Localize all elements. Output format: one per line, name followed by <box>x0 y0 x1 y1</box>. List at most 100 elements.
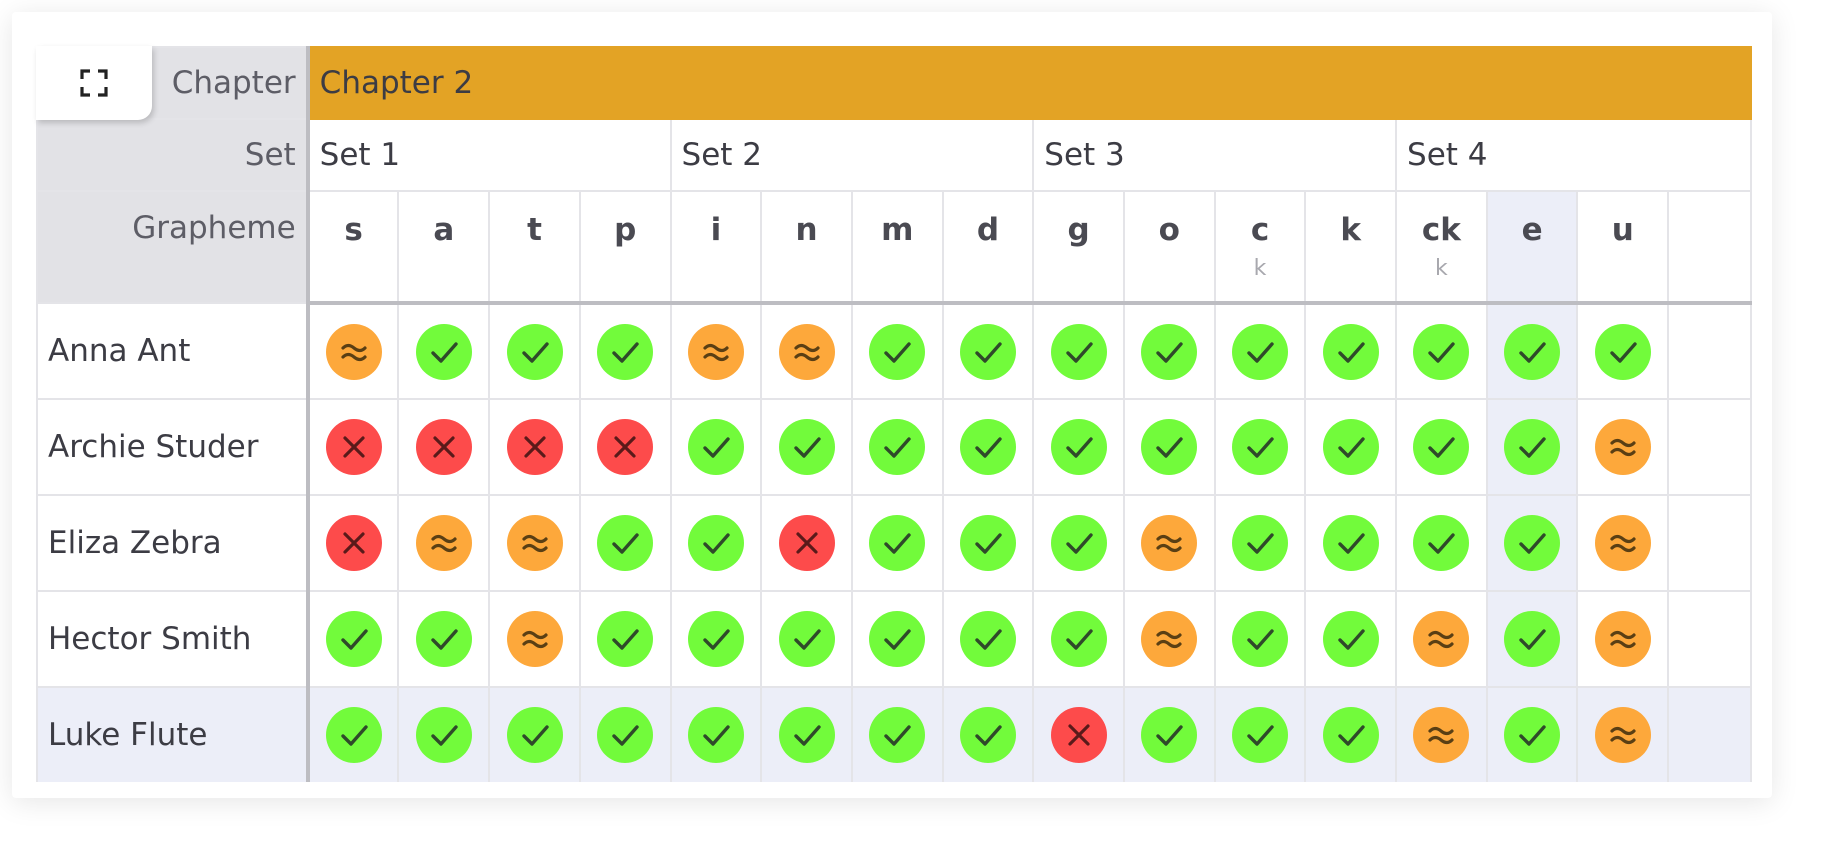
set-header[interactable]: Set 4 <box>1395 118 1752 192</box>
grapheme-header[interactable]: i <box>669 190 763 305</box>
mark-cell[interactable] <box>850 302 944 400</box>
fullscreen-button[interactable] <box>36 46 152 120</box>
mark-cell[interactable] <box>1485 302 1579 400</box>
mark-cell[interactable] <box>1213 302 1307 400</box>
mark-cell[interactable] <box>850 590 944 688</box>
mark-cell[interactable] <box>1667 302 1752 400</box>
mark-cell[interactable] <box>1122 686 1216 782</box>
mark-cell[interactable] <box>1395 590 1488 688</box>
mark-cell[interactable] <box>760 686 853 782</box>
mark-cell[interactable] <box>1032 398 1125 496</box>
student-name[interactable]: Hector Smith <box>36 590 310 688</box>
mark-cell[interactable] <box>578 302 672 400</box>
mark-cell[interactable] <box>669 302 763 400</box>
mark-cell[interactable] <box>306 686 400 782</box>
mark-cell[interactable] <box>1213 686 1307 782</box>
mark-cell[interactable] <box>397 590 491 688</box>
mark-cell[interactable] <box>760 398 853 496</box>
mark-cell[interactable] <box>1485 590 1579 688</box>
mark-cell[interactable] <box>1576 302 1670 400</box>
mark-cell[interactable] <box>1213 494 1307 592</box>
grapheme-header[interactable] <box>1667 190 1752 305</box>
grapheme-header[interactable]: t <box>488 190 581 305</box>
mark-cell[interactable] <box>1395 398 1488 496</box>
mark-cell[interactable] <box>397 686 491 782</box>
mark-cell[interactable] <box>1576 494 1670 592</box>
mark-cell[interactable] <box>578 398 672 496</box>
mark-cell[interactable] <box>397 398 491 496</box>
student-name[interactable]: Archie Studer <box>36 398 310 496</box>
mark-cell[interactable] <box>1213 398 1307 496</box>
mark-cell[interactable] <box>306 398 400 496</box>
mark-cell[interactable] <box>488 302 581 400</box>
grapheme-header[interactable]: k <box>1304 190 1398 305</box>
grapheme-header[interactable]: ck k <box>1395 190 1488 305</box>
mark-cell[interactable] <box>306 494 400 592</box>
chapter-name[interactable]: Chapter 2 <box>306 46 1752 120</box>
set-header[interactable]: Set 3 <box>1032 118 1398 192</box>
mark-cell[interactable] <box>306 302 400 400</box>
grapheme-header[interactable]: o <box>1122 190 1216 305</box>
mark-cell[interactable] <box>488 590 581 688</box>
mark-cell[interactable] <box>1667 398 1752 496</box>
set-header[interactable]: Set 2 <box>669 118 1035 192</box>
mark-cell[interactable] <box>941 590 1035 688</box>
grid-viewport[interactable]: Chapter Chapter 2 Set Set 1 Set 2 Set 3 Set… <box>36 46 1752 782</box>
mark-cell[interactable] <box>1032 590 1125 688</box>
set-header[interactable]: Set 1 <box>306 118 672 192</box>
mark-cell[interactable] <box>1122 590 1216 688</box>
mark-cell[interactable] <box>669 398 763 496</box>
mark-cell[interactable] <box>941 686 1035 782</box>
mark-cell[interactable] <box>1213 590 1307 688</box>
mark-cell[interactable] <box>1667 494 1752 592</box>
grapheme-header[interactable]: u <box>1576 190 1670 305</box>
mark-cell[interactable] <box>397 494 491 592</box>
mark-cell[interactable] <box>1576 590 1670 688</box>
mark-cell[interactable] <box>850 494 944 592</box>
mark-cell[interactable] <box>306 590 400 688</box>
mark-cell[interactable] <box>488 686 581 782</box>
student-name[interactable]: Eliza Zebra <box>36 494 310 592</box>
mark-cell[interactable] <box>1576 686 1670 782</box>
mark-cell[interactable] <box>850 398 944 496</box>
grapheme-header[interactable]: s <box>306 190 400 305</box>
grapheme-header[interactable]: a <box>397 190 491 305</box>
mark-cell[interactable] <box>488 398 581 496</box>
grapheme-header[interactable]: n <box>760 190 853 305</box>
mark-cell[interactable] <box>1304 590 1398 688</box>
mark-cell[interactable] <box>397 302 491 400</box>
mark-cell[interactable] <box>1395 302 1488 400</box>
mark-cell[interactable] <box>1304 398 1398 496</box>
mark-cell[interactable] <box>1667 590 1752 688</box>
mark-cell[interactable] <box>760 302 853 400</box>
mark-cell[interactable] <box>1032 686 1125 782</box>
mark-cell[interactable] <box>1304 302 1398 400</box>
student-name[interactable]: Luke Flute <box>36 686 310 782</box>
student-name[interactable]: Anna Ant <box>36 302 310 400</box>
mark-cell[interactable] <box>488 494 581 592</box>
mark-cell[interactable] <box>760 590 853 688</box>
mark-cell[interactable] <box>1667 686 1752 782</box>
mark-cell[interactable] <box>1032 302 1125 400</box>
mark-cell[interactable] <box>760 494 853 592</box>
mark-cell[interactable] <box>1576 398 1670 496</box>
mark-cell[interactable] <box>1485 494 1579 592</box>
mark-cell[interactable] <box>1304 686 1398 782</box>
mark-cell[interactable] <box>578 686 672 782</box>
mark-cell[interactable] <box>1395 494 1488 592</box>
mark-cell[interactable] <box>1122 398 1216 496</box>
mark-cell[interactable] <box>1122 494 1216 592</box>
mark-cell[interactable] <box>1122 302 1216 400</box>
mark-cell[interactable] <box>578 494 672 592</box>
mark-cell[interactable] <box>578 590 672 688</box>
mark-cell[interactable] <box>1304 494 1398 592</box>
mark-cell[interactable] <box>1395 686 1488 782</box>
mark-cell[interactable] <box>1485 398 1579 496</box>
grapheme-header[interactable]: d <box>941 190 1035 305</box>
grapheme-header[interactable]: e <box>1485 190 1579 305</box>
grapheme-header[interactable]: g <box>1032 190 1125 305</box>
mark-cell[interactable] <box>669 494 763 592</box>
grapheme-header[interactable]: m <box>850 190 944 305</box>
mark-cell[interactable] <box>1032 494 1125 592</box>
